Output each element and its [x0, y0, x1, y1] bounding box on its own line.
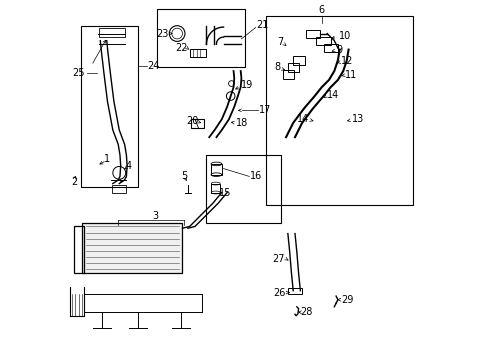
- Text: 10: 10: [339, 31, 351, 41]
- Bar: [81, 26, 138, 187]
- Text: 15: 15: [219, 188, 232, 198]
- Text: 3: 3: [152, 211, 159, 221]
- Text: 21: 21: [256, 19, 269, 30]
- Bar: [82, 223, 182, 273]
- Bar: [283, 70, 294, 79]
- Text: 7: 7: [277, 37, 284, 48]
- Text: 24: 24: [147, 61, 159, 71]
- Text: 14: 14: [297, 114, 309, 124]
- Bar: [317, 37, 331, 45]
- Text: 12: 12: [341, 57, 353, 66]
- Text: 18: 18: [236, 118, 248, 128]
- Bar: [288, 63, 299, 72]
- Bar: [306, 30, 320, 38]
- Text: 9: 9: [336, 45, 342, 55]
- Text: 16: 16: [250, 171, 263, 181]
- Bar: [293, 56, 305, 65]
- Text: 4: 4: [126, 161, 132, 171]
- Text: 8: 8: [274, 63, 281, 72]
- Text: 13: 13: [352, 114, 365, 124]
- Text: 27: 27: [272, 253, 285, 264]
- Bar: [157, 9, 245, 67]
- Text: 20: 20: [186, 116, 198, 126]
- Text: 6: 6: [318, 5, 325, 15]
- Text: 17: 17: [259, 105, 271, 115]
- Bar: [206, 155, 281, 223]
- Bar: [190, 49, 206, 57]
- Text: 19: 19: [242, 80, 254, 90]
- Bar: [112, 185, 126, 193]
- Text: 29: 29: [342, 295, 354, 305]
- Text: 14: 14: [327, 90, 340, 100]
- Text: 25: 25: [73, 68, 85, 78]
- Text: 26: 26: [274, 288, 286, 297]
- Bar: [267, 16, 413, 205]
- Bar: [288, 288, 302, 294]
- Text: 23: 23: [156, 28, 168, 39]
- Bar: [323, 44, 338, 52]
- Text: 5: 5: [181, 171, 187, 181]
- Text: 22: 22: [175, 43, 188, 53]
- Text: 11: 11: [345, 69, 357, 80]
- Bar: [98, 28, 125, 37]
- Bar: [192, 119, 204, 128]
- Bar: [74, 226, 84, 273]
- Text: 2: 2: [71, 177, 77, 187]
- Text: 1: 1: [104, 154, 111, 163]
- Text: 28: 28: [300, 307, 313, 317]
